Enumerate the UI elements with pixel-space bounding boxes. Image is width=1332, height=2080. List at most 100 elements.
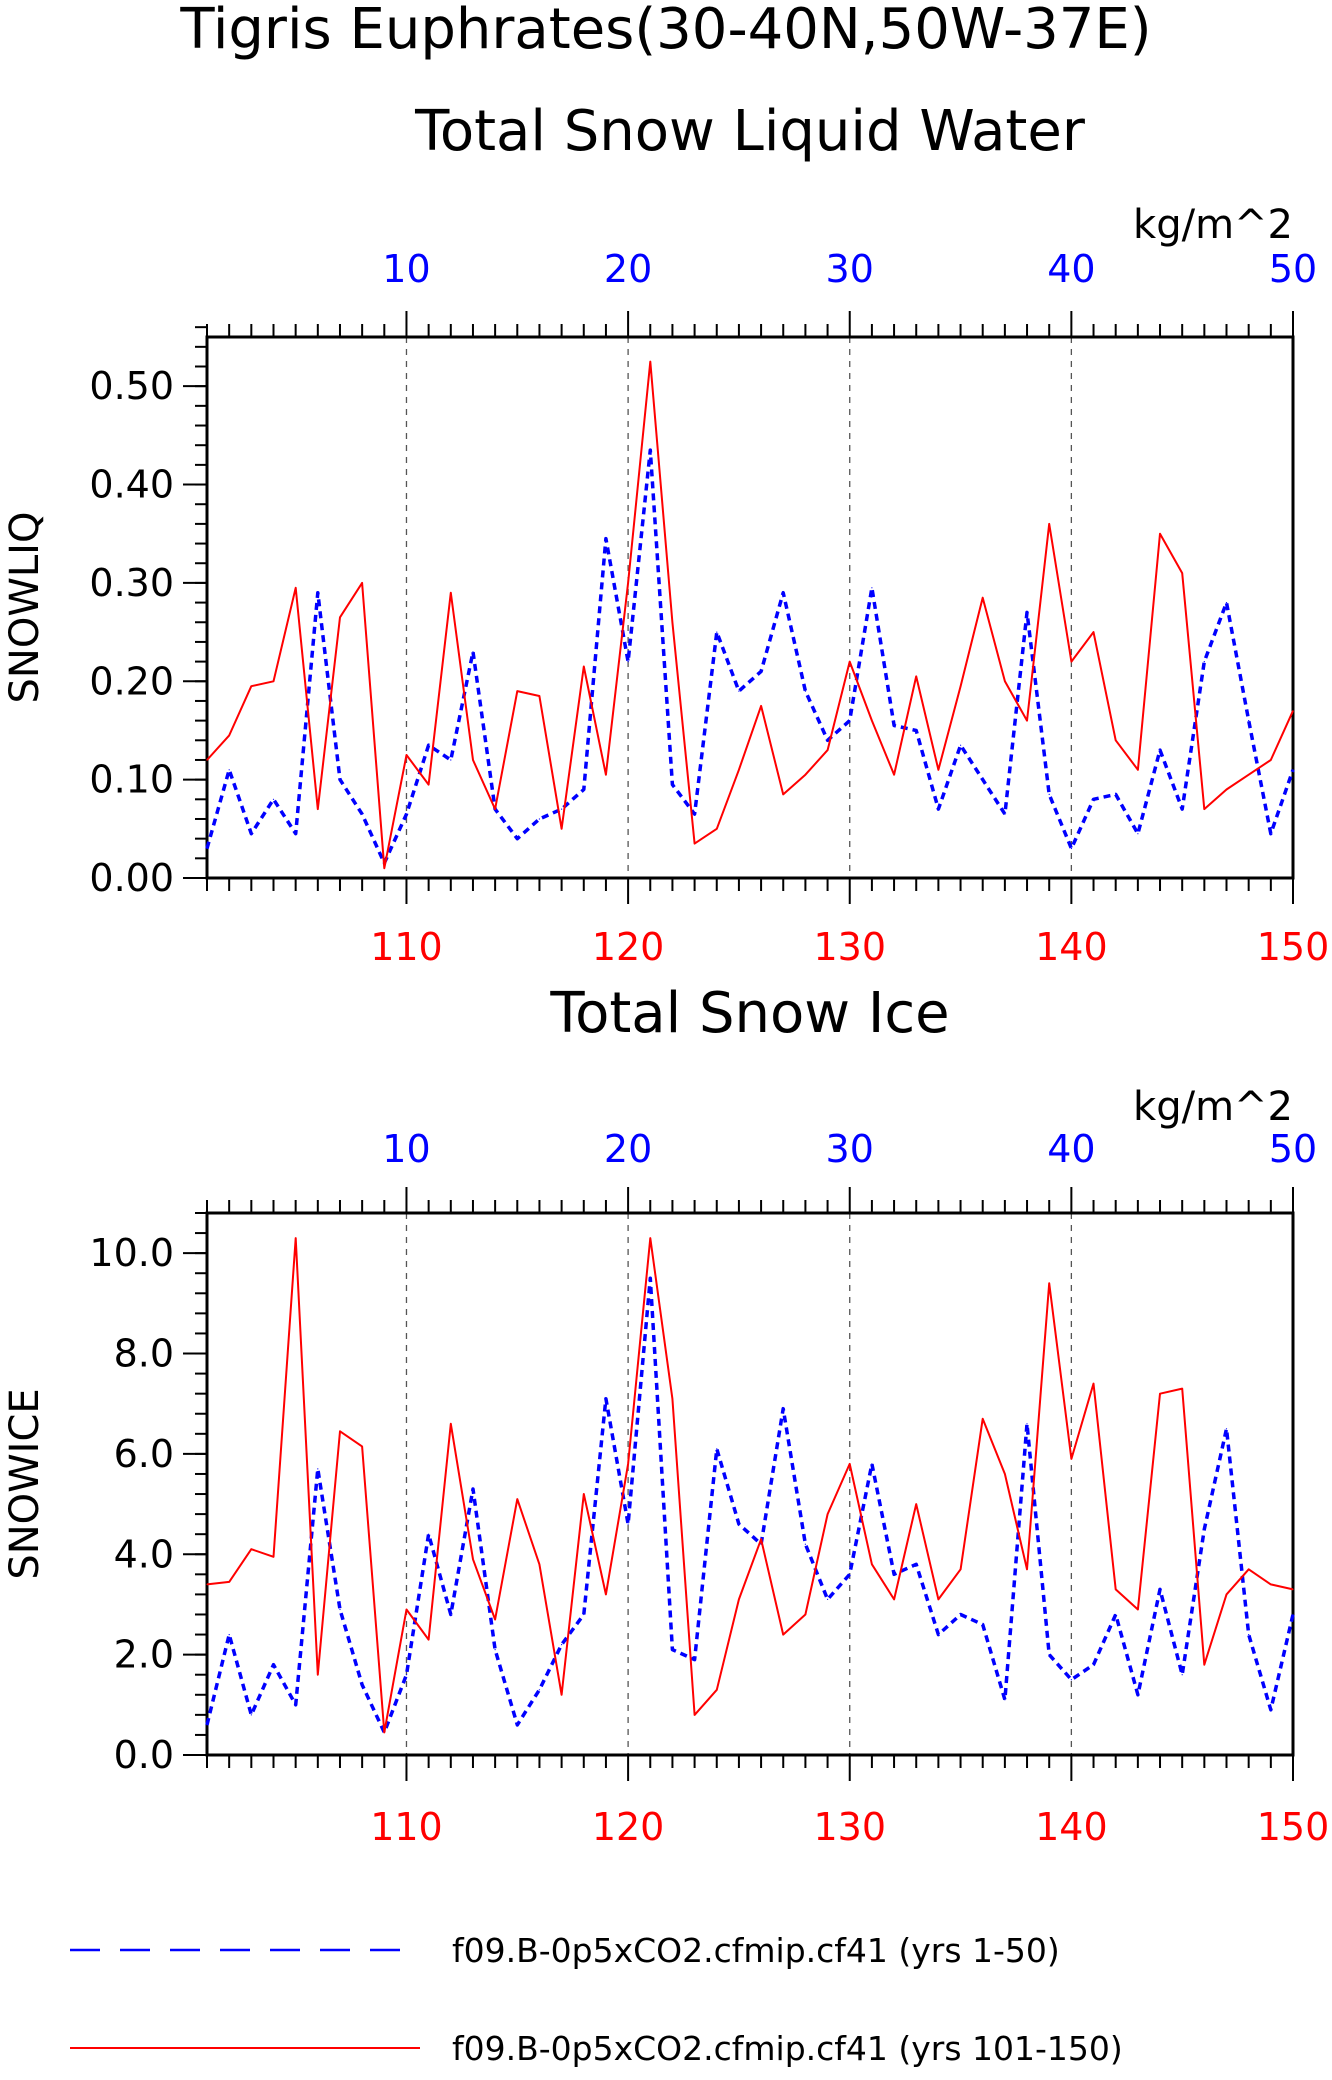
panel2-series-1-point — [1225, 1428, 1228, 1430]
panel1-series-2-point — [1292, 710, 1294, 712]
panel1-series-1-point — [1248, 720, 1250, 722]
panel1-series-2-point — [804, 774, 807, 776]
panel2-series-1-point — [250, 1714, 252, 1716]
figure-title: Tigris Euphrates(30-40N,50W-37E) — [179, 0, 1151, 62]
panel2-series-2-point — [383, 1731, 385, 1733]
panel1-series-2-line — [206, 360, 1294, 870]
panel2-series-2-point — [1115, 1588, 1117, 1590]
panel1-series-2-point — [627, 582, 629, 584]
panel1-top-tick-label: 10 — [382, 247, 430, 291]
panel2-series-2-point — [716, 1689, 718, 1691]
panel2-series-1-point — [272, 1664, 275, 1666]
panel1-series-1-point — [1225, 602, 1228, 604]
panel1-bottom-tick-label: 140 — [1035, 925, 1108, 969]
panel1-series-1-point — [982, 779, 984, 781]
panel2-series-2-point — [649, 1237, 651, 1239]
panel2-series-2-point — [1159, 1393, 1161, 1395]
panel2-series-1-point — [472, 1488, 474, 1490]
panel1-series-1-point — [405, 813, 408, 815]
panel1-series-2-point — [893, 774, 895, 776]
panel1-series-1-point — [915, 729, 917, 732]
panel2-series-2-point — [494, 1618, 496, 1621]
panel2-y-tick-label: 4.0 — [114, 1532, 174, 1576]
panel2-series-2-point — [827, 1513, 829, 1515]
panel2-y-tick-label: 0.0 — [114, 1733, 174, 1777]
panel2-series-2-point — [250, 1548, 252, 1550]
panel1-bottom-tick-label: 130 — [813, 925, 886, 969]
panel2-series-1-point — [206, 1724, 208, 1726]
panel2-series-1-point — [937, 1634, 940, 1636]
panel2-y-tick-label: 2.0 — [114, 1633, 174, 1677]
panel2-series-2-point — [605, 1593, 607, 1595]
panel2-series-2-point — [671, 1398, 674, 1400]
panel1-series-2-point — [538, 695, 541, 697]
panel2-series-1-point — [694, 1659, 696, 1661]
panel2-bottom-tick-label: 140 — [1035, 1805, 1108, 1849]
panel2-series-2-point — [760, 1538, 762, 1540]
panel2-series-2-point — [804, 1613, 807, 1616]
panel1-series-2-point — [849, 661, 851, 663]
panel1-series-1-point — [450, 759, 452, 761]
panel1-series-1-point — [561, 808, 563, 810]
panel2-series-2-point — [1270, 1583, 1272, 1585]
panel1-series-1-point — [206, 847, 208, 850]
panel2-series-2-point — [1092, 1383, 1095, 1385]
panel1-series-1-point — [627, 661, 629, 663]
panel1-series-1-point — [893, 724, 895, 727]
panel1-series-2-point — [716, 828, 718, 830]
panel2-series-2-point — [1048, 1282, 1050, 1284]
panel2-units: kg/m^2 — [1133, 1084, 1293, 1130]
panel2-series-1-point — [1137, 1694, 1139, 1696]
panel1-series-2-point — [1004, 680, 1006, 682]
panel1-series-1-point — [804, 690, 807, 692]
panel2-series-1-point — [428, 1533, 430, 1535]
panel2-series-1-point — [671, 1649, 674, 1651]
panel2-series-2-point — [405, 1608, 408, 1611]
panel1-series-2-point — [1159, 533, 1161, 535]
panel1-top-tick-label: 20 — [604, 247, 652, 291]
panel2-series-2-point — [937, 1598, 940, 1600]
panel2-series-2-point — [272, 1556, 275, 1558]
panel1-series-1-point — [1159, 749, 1161, 751]
panel2-series-2-point — [982, 1418, 984, 1420]
panel2-bottom-tick-label: 130 — [813, 1805, 886, 1849]
panel2-series-2-point — [295, 1237, 297, 1239]
panel2-bottom-tick-label: 120 — [592, 1805, 665, 1849]
panel1-series-1-point — [1181, 808, 1183, 810]
panel2-series-1-point — [450, 1613, 452, 1616]
panel2-series-1-point — [1048, 1654, 1050, 1656]
panel1-series-2-point — [1137, 769, 1139, 771]
panel2-series-2-point — [361, 1445, 363, 1447]
panel1-y-tick-label: 0.30 — [89, 561, 174, 605]
panel1-series-1-point — [1203, 661, 1205, 663]
panel2-series-1-point — [1181, 1674, 1183, 1676]
panel2-y-tick-label: 6.0 — [114, 1432, 174, 1476]
panel2-series-1-point — [339, 1608, 341, 1611]
panel2-series-1-point — [849, 1573, 851, 1575]
panel1-series-2-point — [250, 685, 252, 687]
panel2-series-2-point — [893, 1598, 895, 1600]
panel1-series-2-point — [228, 734, 230, 737]
panel1-series-1-point — [827, 739, 829, 741]
panel1-series-2-point — [1225, 788, 1228, 791]
panel1-units: kg/m^2 — [1133, 202, 1293, 248]
panel2-series-2-point — [1070, 1458, 1072, 1460]
panel2-y-tick-label: 8.0 — [114, 1332, 174, 1376]
panel2-series-2-point — [583, 1493, 585, 1495]
panel2-series-1-point — [361, 1684, 363, 1686]
panel2-series-1-point — [893, 1573, 895, 1575]
panel1-series-2-point — [782, 793, 784, 796]
panel1-series-2-point — [982, 597, 984, 599]
panel1-series-1-point — [295, 833, 297, 835]
panel2-series-1-point — [516, 1724, 518, 1726]
panel1-series-2-point — [1026, 720, 1028, 722]
panel2-series-2-point — [1137, 1608, 1139, 1611]
panel2-series-2-point — [450, 1423, 452, 1425]
panel1-series-2-point — [516, 690, 518, 692]
panel2-bottom-tick-label: 150 — [1257, 1805, 1330, 1849]
panel2-series-1-point — [317, 1468, 319, 1470]
panel2-series-1-point — [1026, 1423, 1028, 1425]
panel2-series-1-point — [228, 1634, 230, 1636]
